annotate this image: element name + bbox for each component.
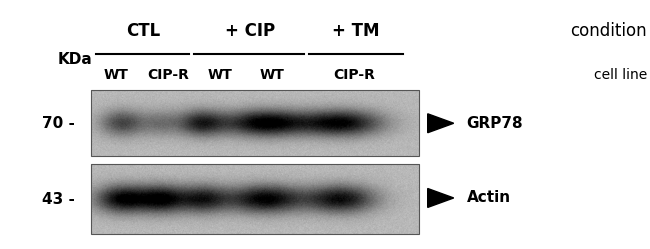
Text: WT: WT bbox=[103, 68, 128, 82]
Bar bbox=[91, 90, 419, 156]
Text: CIP-R: CIP-R bbox=[147, 68, 188, 82]
Text: 70 -: 70 - bbox=[42, 116, 75, 131]
Text: Actin: Actin bbox=[467, 190, 511, 205]
Text: WT: WT bbox=[259, 68, 284, 82]
Bar bbox=[91, 164, 419, 234]
Text: WT: WT bbox=[207, 68, 232, 82]
Text: + CIP: + CIP bbox=[225, 22, 276, 40]
Text: cell line: cell line bbox=[593, 68, 647, 82]
Text: condition: condition bbox=[570, 22, 647, 40]
Text: 43 -: 43 - bbox=[42, 192, 75, 207]
Text: CTL: CTL bbox=[126, 22, 160, 40]
Text: GRP78: GRP78 bbox=[467, 116, 523, 131]
Polygon shape bbox=[428, 114, 454, 133]
Text: CIP-R: CIP-R bbox=[333, 68, 375, 82]
Text: + TM: + TM bbox=[332, 22, 380, 40]
Text: KDa: KDa bbox=[57, 52, 92, 67]
Polygon shape bbox=[428, 188, 454, 207]
